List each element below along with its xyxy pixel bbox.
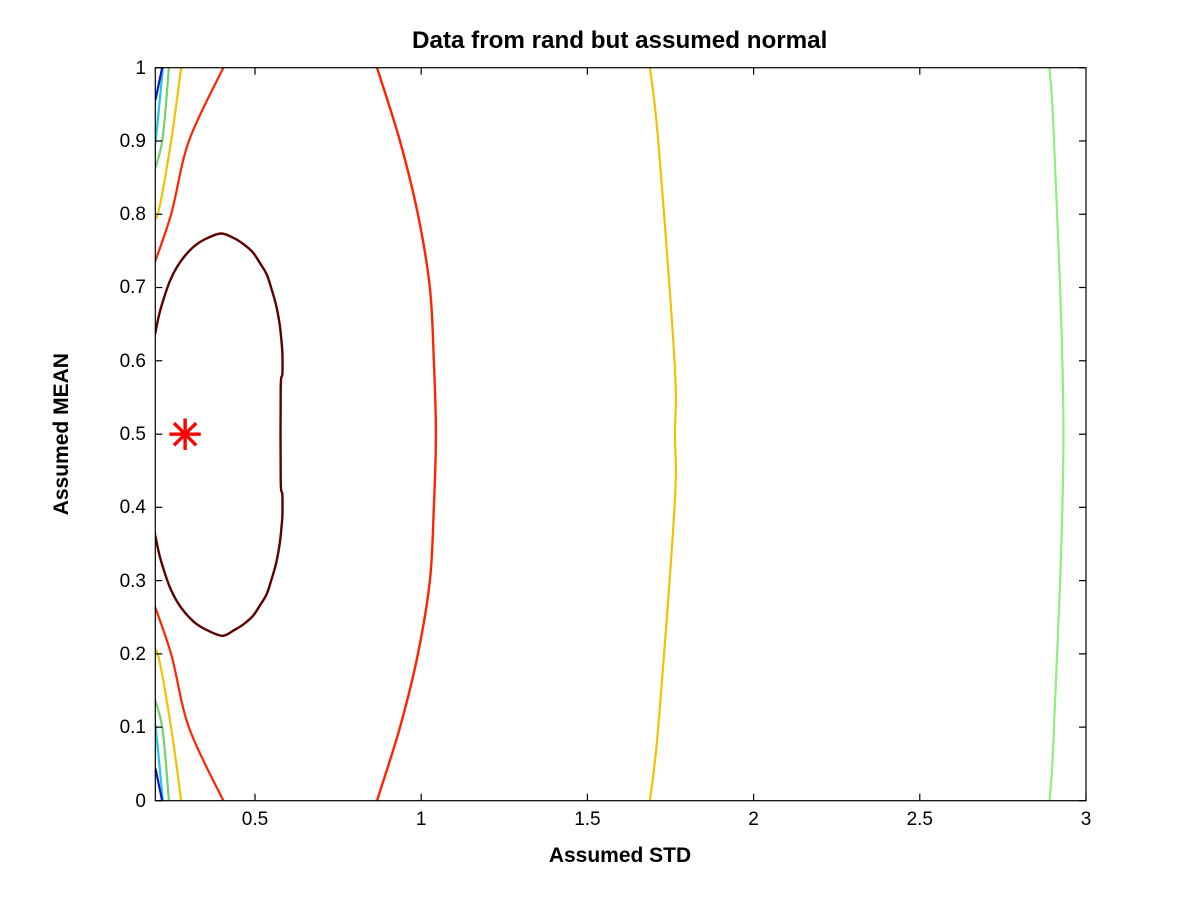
- svg-text:0.5: 0.5: [120, 424, 146, 445]
- svg-text:0.7: 0.7: [120, 277, 146, 298]
- svg-text:Assumed STD: Assumed STD: [549, 844, 691, 867]
- svg-text:0.2: 0.2: [120, 644, 146, 665]
- svg-text:0.4: 0.4: [120, 497, 147, 518]
- svg-text:0.1: 0.1: [120, 717, 146, 738]
- svg-text:3: 3: [1081, 809, 1092, 830]
- svg-text:Data from rand but assumed nor: Data from rand but assumed normal: [412, 27, 827, 54]
- svg-text:0.8: 0.8: [120, 204, 146, 225]
- svg-text:2: 2: [748, 809, 759, 830]
- svg-text:0: 0: [135, 791, 146, 812]
- svg-text:0.9: 0.9: [120, 131, 146, 152]
- svg-text:0.6: 0.6: [120, 351, 146, 372]
- svg-text:2.5: 2.5: [907, 809, 933, 830]
- svg-text:0.5: 0.5: [242, 809, 268, 830]
- svg-text:Assumed MEAN: Assumed MEAN: [50, 353, 73, 515]
- svg-text:0.3: 0.3: [120, 571, 146, 592]
- svg-text:1.5: 1.5: [574, 809, 600, 830]
- svg-text:1: 1: [135, 58, 146, 79]
- svg-text:1: 1: [416, 809, 427, 830]
